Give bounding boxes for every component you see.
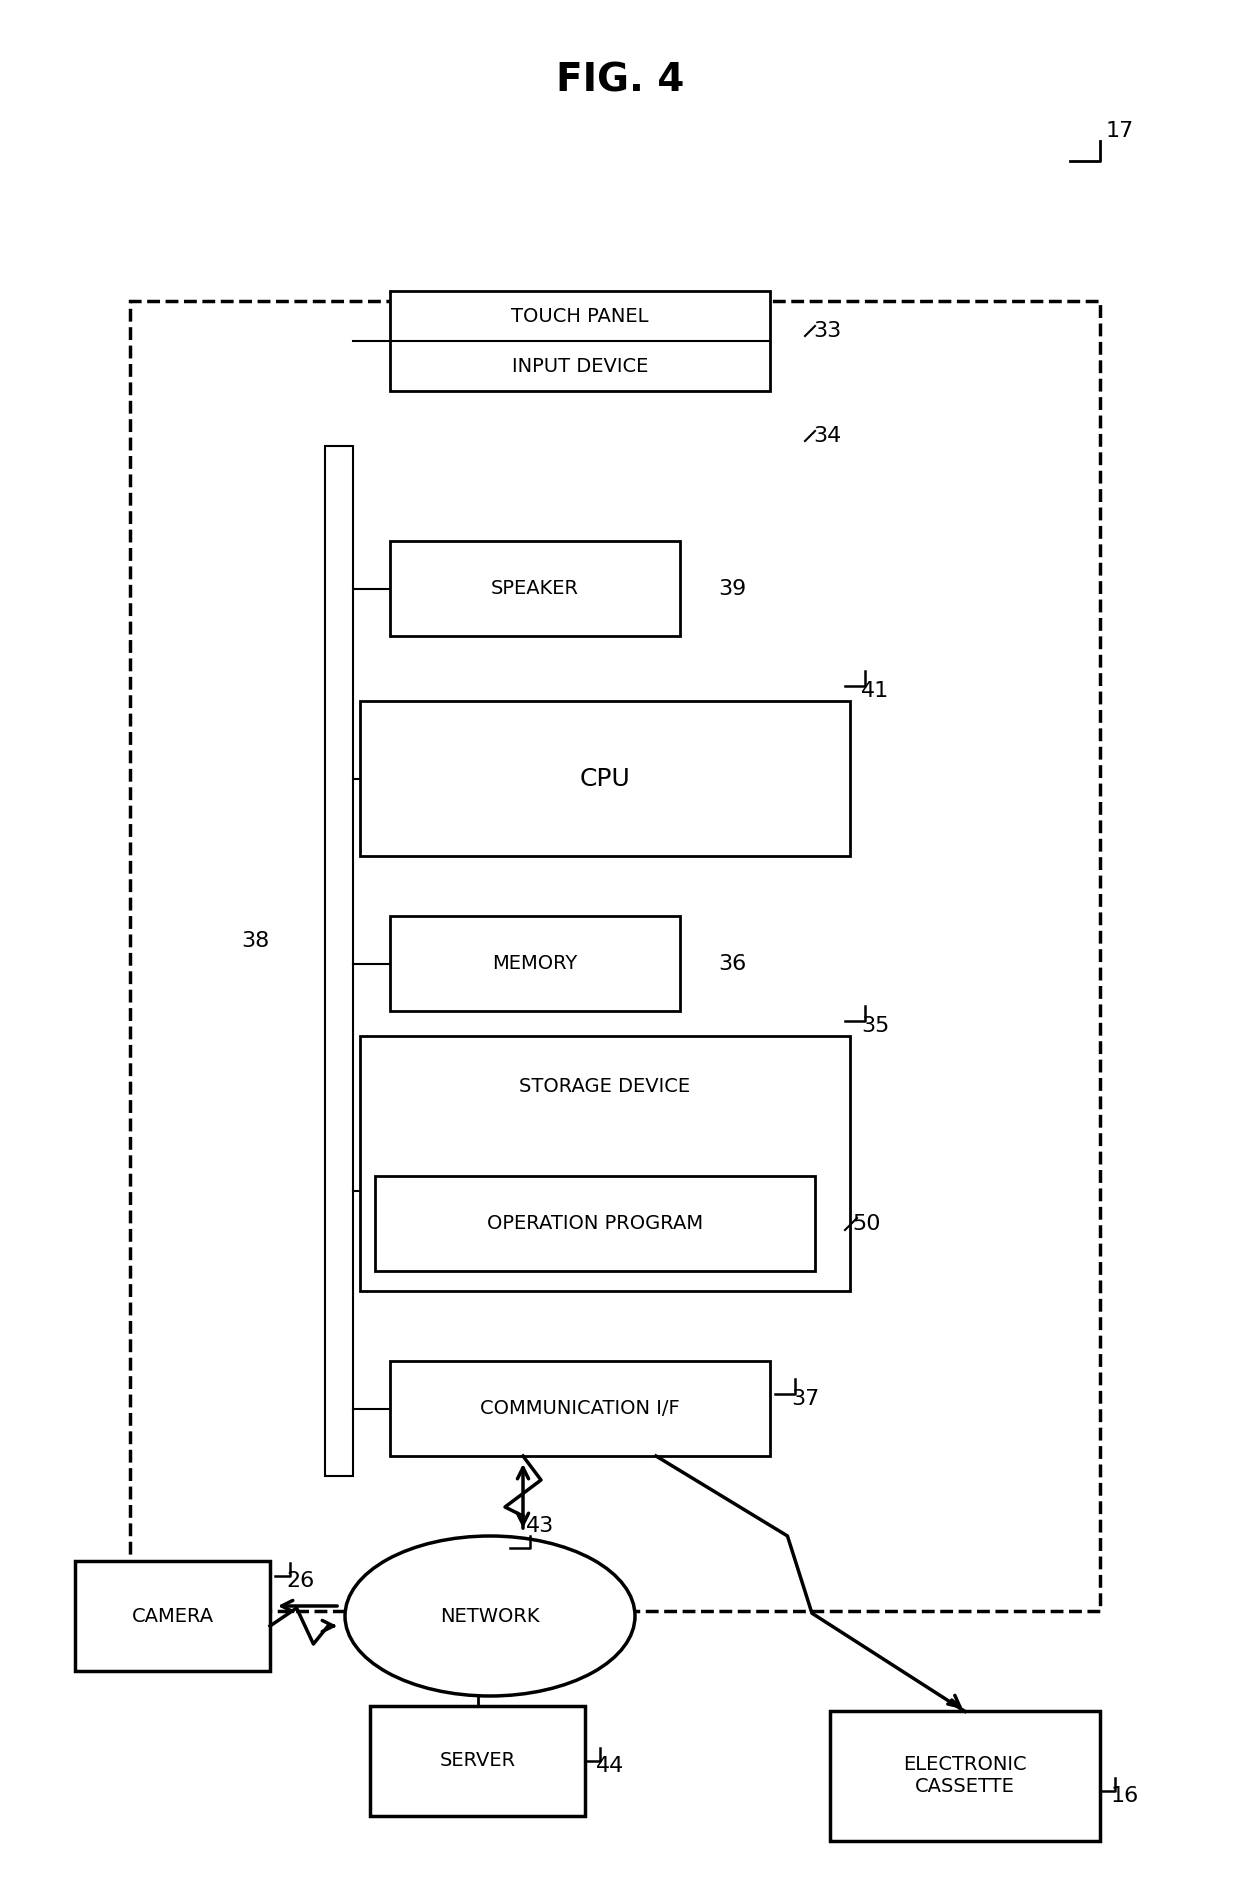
Text: ELECTRONIC
CASSETTE: ELECTRONIC CASSETTE: [903, 1755, 1027, 1796]
Ellipse shape: [345, 1535, 635, 1696]
Text: 44: 44: [596, 1757, 624, 1776]
Text: 37: 37: [791, 1390, 820, 1409]
Text: 35: 35: [861, 1015, 889, 1036]
Text: 33: 33: [813, 321, 841, 340]
Bar: [391, 291, 770, 391]
Text: 38: 38: [241, 930, 269, 951]
Text: COMMUNICATION I/F: COMMUNICATION I/F: [480, 1399, 680, 1418]
Text: 34: 34: [813, 425, 841, 446]
Text: OPERATION PROGRAM: OPERATION PROGRAM: [487, 1214, 703, 1233]
Bar: [391, 541, 680, 635]
Text: 41: 41: [861, 681, 889, 702]
Text: TOUCH PANEL: TOUCH PANEL: [511, 306, 649, 325]
Bar: [74, 1560, 270, 1672]
Text: 50: 50: [853, 1214, 882, 1235]
Text: SERVER: SERVER: [439, 1751, 516, 1770]
Text: 39: 39: [718, 579, 746, 599]
Text: FIG. 4: FIG. 4: [556, 61, 684, 98]
Text: STORAGE DEVICE: STORAGE DEVICE: [520, 1076, 691, 1095]
Text: SPEAKER: SPEAKER: [491, 579, 579, 598]
Text: 17: 17: [1106, 121, 1135, 142]
Text: 36: 36: [718, 953, 746, 974]
Bar: [391, 1362, 770, 1456]
Bar: [360, 702, 849, 857]
Text: NETWORK: NETWORK: [440, 1607, 539, 1626]
Text: 26: 26: [286, 1571, 314, 1590]
Bar: [374, 1176, 815, 1271]
Bar: [370, 1706, 585, 1815]
Bar: [325, 446, 353, 1477]
Text: CPU: CPU: [579, 766, 630, 790]
Text: CAMERA: CAMERA: [131, 1607, 213, 1626]
Text: 16: 16: [1111, 1785, 1140, 1806]
Bar: [130, 301, 1100, 1611]
Text: INPUT DEVICE: INPUT DEVICE: [512, 357, 649, 376]
Text: 43: 43: [526, 1517, 554, 1535]
Bar: [360, 1036, 849, 1292]
Bar: [830, 1711, 1100, 1842]
Text: MEMORY: MEMORY: [492, 953, 578, 974]
Bar: [391, 915, 680, 1012]
